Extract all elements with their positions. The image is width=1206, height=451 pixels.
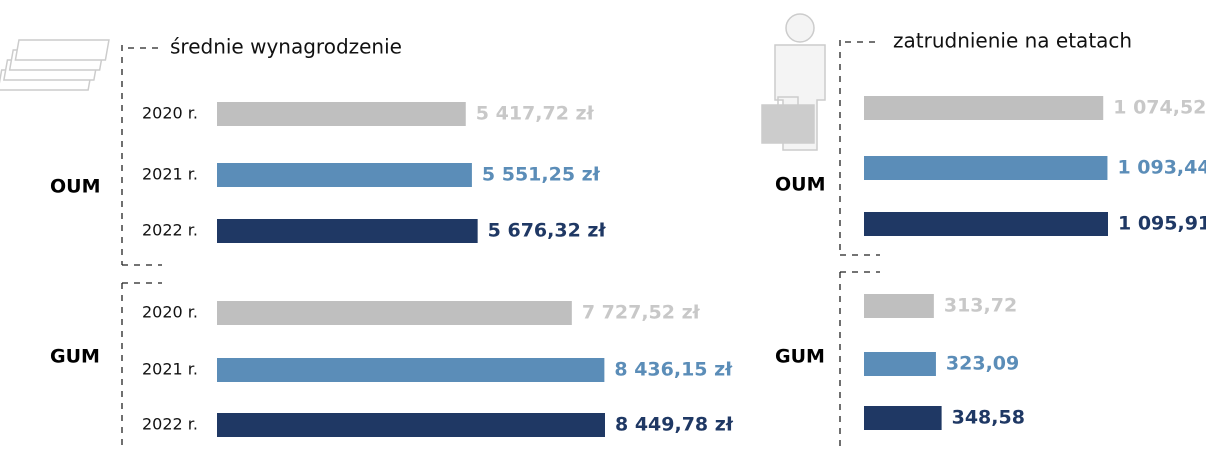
- year-label: 2022 r.: [142, 415, 198, 434]
- year-label: 2021 r.: [142, 360, 198, 379]
- value-label: 5 676,32 zł: [488, 220, 607, 242]
- bar: [864, 406, 942, 430]
- bar: [864, 352, 936, 376]
- value-label: 348,58: [952, 407, 1025, 429]
- group-label: GUM: [50, 346, 100, 368]
- divider: [839, 40, 880, 450]
- value-label: 313,72: [944, 295, 1017, 317]
- group-label: OUM: [50, 176, 101, 198]
- value-label: 5 551,25 zł: [482, 164, 601, 186]
- bar: [217, 301, 572, 325]
- person-icon: [761, 13, 826, 151]
- value-label: 1 074,52: [1113, 97, 1206, 119]
- value-label: 323,09: [946, 353, 1019, 375]
- year-label: 2020 r.: [142, 303, 198, 322]
- bar: [217, 102, 466, 126]
- divider: [121, 45, 162, 450]
- year-label: 2021 r.: [142, 165, 198, 184]
- year-label: 2022 r.: [142, 221, 198, 240]
- value-label: 8 449,78 zł: [615, 414, 734, 436]
- group-label: OUM: [775, 174, 826, 196]
- bar: [217, 358, 605, 382]
- year-label: 2020 r.: [142, 104, 198, 123]
- chart-title: zatrudnienie na etatach: [893, 29, 1132, 53]
- value-label: 7 727,52 zł: [582, 302, 701, 324]
- bar: [864, 212, 1108, 236]
- chart-title: średnie wynagrodzenie: [170, 35, 402, 59]
- bar: [864, 294, 934, 318]
- value-label: 8 436,15 zł: [614, 359, 733, 381]
- value-label: 1 095,91: [1118, 213, 1206, 235]
- bar: [864, 96, 1104, 120]
- value-label: 1 093,44: [1117, 157, 1206, 179]
- value-label: 5 417,72 zł: [476, 103, 595, 125]
- bar: [864, 156, 1108, 180]
- group-label: GUM: [775, 346, 825, 368]
- money-icon: [0, 39, 110, 91]
- bar: [217, 163, 472, 187]
- bar: [217, 219, 478, 243]
- bar: [217, 413, 605, 437]
